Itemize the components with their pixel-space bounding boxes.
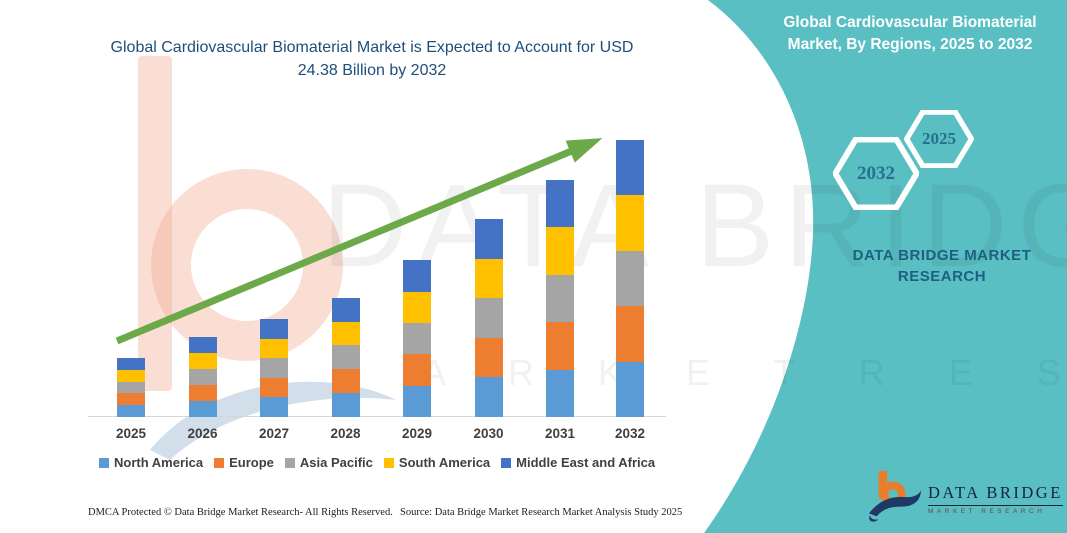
legend-label: South America <box>398 455 491 470</box>
x-axis-label-2027: 2027 <box>258 426 290 441</box>
x-axis-label-2025: 2025 <box>115 426 147 441</box>
bar-segment-2030-middle-east-and-africa <box>474 219 503 259</box>
legend-label: Asia Pacific <box>299 455 373 470</box>
footer-source-text: Source: Data Bridge Market Research Mark… <box>400 507 683 518</box>
hexagon-2025: 2025 <box>903 109 975 169</box>
hexagon-2025-label: 2025 <box>922 129 956 148</box>
x-axis-label-2032: 2032 <box>614 426 646 441</box>
x-axis-label-2029: 2029 <box>401 426 433 441</box>
chart-legend: North America Europe Asia Pacific South Ame… <box>99 455 689 470</box>
x-axis-label-2028: 2028 <box>330 426 361 441</box>
bar-segment-2027-europe <box>260 377 288 398</box>
bar-segment-2025-europe <box>117 393 145 406</box>
legend-item-asia-pacific: Asia Pacific <box>284 455 373 470</box>
hexagon-outline-icon <box>903 109 975 169</box>
bar-segment-2028-middle-east-and-africa <box>331 297 360 322</box>
bar-segment-2026-europe <box>188 385 217 402</box>
legend-item-south-america: South America <box>383 455 491 470</box>
bar-segment-2031-middle-east-and-africa <box>546 179 574 228</box>
bar-segment-2029-middle-east-and-africa <box>403 260 431 292</box>
legend-label: Europe <box>229 455 274 470</box>
bar-segment-2027-asia-pacific <box>260 358 288 378</box>
panel-title: Global Cardiovascular Biomaterial Market… <box>783 14 1037 53</box>
legend-swatch-icon <box>284 457 295 468</box>
bar-segment-2030-north-america <box>474 377 503 417</box>
bar-segment-2032-europe <box>616 306 644 362</box>
bar-segment-2029-europe <box>403 354 431 386</box>
hexagon-2032: 2032 <box>832 136 920 211</box>
footer-dmca-text: DMCA Protected © Data Bridge Market Rese… <box>88 507 393 518</box>
logo-name-text: DATA BRIDGE <box>928 483 1063 506</box>
bar-segment-2029-asia-pacific <box>403 322 431 355</box>
bar-segment-2030-asia-pacific <box>474 298 503 338</box>
bar-segment-2028-north-america <box>331 393 360 417</box>
bar-segment-2025-south-america <box>117 369 145 382</box>
legend-item-europe: Europe <box>214 455 274 470</box>
bar-segment-2028-asia-pacific <box>331 345 360 370</box>
bar-segment-2028-south-america <box>331 321 360 346</box>
bar-segment-2025-asia-pacific <box>117 381 145 394</box>
bar-segment-2031-asia-pacific <box>546 274 574 323</box>
legend-label: North America <box>114 455 204 470</box>
bar-segment-2031-europe <box>546 322 574 370</box>
bar-segment-2027-south-america <box>260 338 288 359</box>
bar-segment-2029-south-america <box>403 291 431 323</box>
bar-segment-2026-middle-east-and-africa <box>188 337 217 354</box>
bar-segment-2026-north-america <box>188 401 217 417</box>
bar-segment-2029-north-america <box>403 385 431 417</box>
legend-label: Middle East and Africa <box>516 455 656 470</box>
legend-swatch-icon <box>214 457 225 468</box>
legend-item-north-america: North America <box>99 455 203 470</box>
bar-segment-2025-middle-east-and-africa <box>117 357 145 370</box>
bar-segment-2027-north-america <box>260 397 288 417</box>
x-axis-label-2030: 2030 <box>473 426 504 441</box>
x-axis-line <box>88 416 666 417</box>
bar-segment-2031-north-america <box>546 369 574 417</box>
bar-segment-2030-south-america <box>474 258 503 299</box>
bar-segment-2032-south-america <box>616 195 644 251</box>
bar-segment-2025-north-america <box>117 405 145 417</box>
legend-swatch-icon <box>383 457 394 468</box>
chart-title: Global Cardiovascular Biomaterial Market… <box>110 39 634 80</box>
x-axis-label-2031: 2031 <box>544 426 576 441</box>
hexagon-2032-label: 2032 <box>857 162 895 184</box>
bar-segment-2032-middle-east-and-africa <box>616 140 644 196</box>
legend-item-middle-east-and-africa: Middle East and Africa <box>501 455 655 470</box>
bar-segment-2027-middle-east-and-africa <box>260 319 288 339</box>
logo-subtitle-text: MARKET RESEARCH <box>928 508 1046 515</box>
databridge-logo: DATA BRIDGE MARKET RESEARCH <box>866 468 1063 526</box>
bar-segment-2030-europe <box>474 337 503 378</box>
bar-segment-2032-north-america <box>616 361 644 417</box>
databridge-logo-icon <box>868 470 922 522</box>
bar-segment-2032-asia-pacific <box>616 250 644 307</box>
legend-swatch-icon <box>501 457 512 468</box>
bar-segment-2028-europe <box>331 369 360 394</box>
brand-text: DATA BRIDGE MARKET RESEARCH <box>852 247 1032 285</box>
bar-segment-2026-south-america <box>188 353 217 370</box>
bar-segment-2031-south-america <box>546 227 574 275</box>
bar-segment-2026-asia-pacific <box>188 369 217 386</box>
logo-text-block: DATA BRIDGE MARKET RESEARCH <box>928 479 1063 515</box>
plot-area: 2025 2026 2027 2028 2029 2030 2031 2032 <box>88 120 668 441</box>
hexagon-outline-icon <box>832 136 920 211</box>
legend-swatch-icon <box>99 457 109 468</box>
x-axis-label-2026: 2026 <box>187 426 218 441</box>
